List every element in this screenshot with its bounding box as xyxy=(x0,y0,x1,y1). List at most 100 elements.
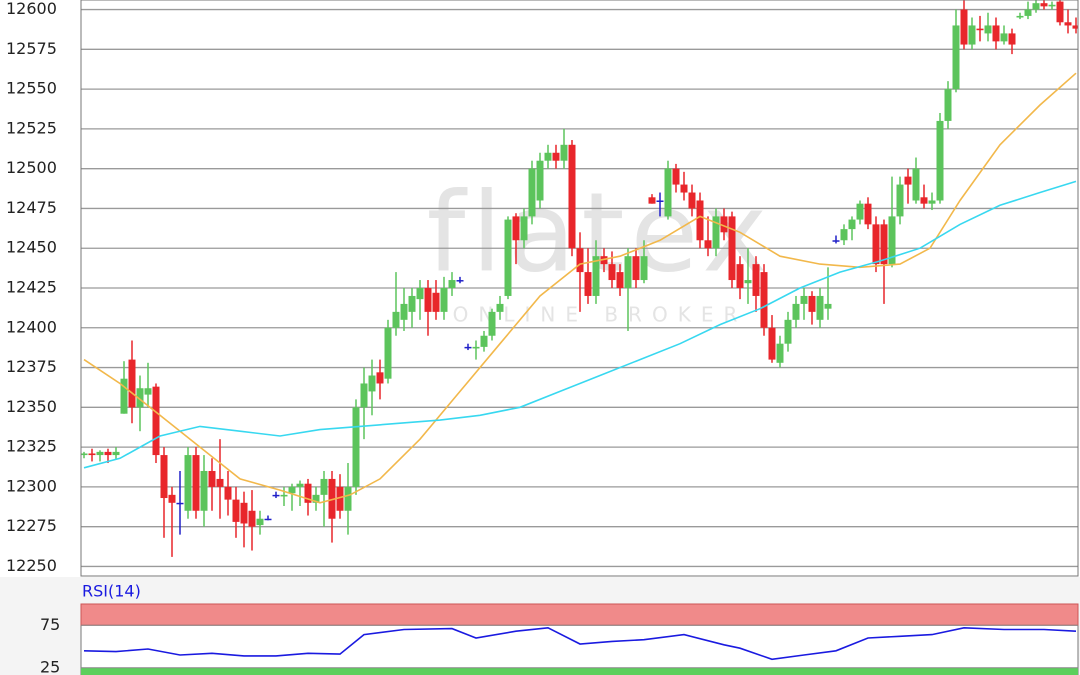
y-tick-label: 12500 xyxy=(6,158,57,177)
y-tick-label: 25 xyxy=(40,657,60,675)
candle-body xyxy=(232,499,240,522)
candle-body xyxy=(336,486,344,511)
candle-body xyxy=(1064,22,1072,26)
candle-body xyxy=(832,240,840,242)
candle-body xyxy=(432,292,440,312)
candle-body xyxy=(512,216,520,241)
candle-body xyxy=(800,295,808,304)
moving-average xyxy=(83,72,1077,504)
candle-body xyxy=(320,478,328,495)
plot-border xyxy=(80,0,1079,577)
candle-body xyxy=(304,483,312,503)
candle-body xyxy=(752,264,760,296)
candle-body xyxy=(352,407,360,487)
candle-body xyxy=(616,272,624,288)
candle-body xyxy=(152,386,160,456)
y-tick-label: 12475 xyxy=(6,198,57,217)
y-tick-label: 12550 xyxy=(6,79,57,98)
candle-body xyxy=(400,303,408,320)
candle-body xyxy=(104,451,112,456)
candle-body xyxy=(624,256,632,288)
candle-body xyxy=(648,197,656,204)
candle-body xyxy=(128,359,136,408)
candle-body xyxy=(680,184,688,193)
overbought-band xyxy=(80,603,1079,626)
candle-body xyxy=(392,311,400,328)
main-plot: 12250 12275 12300 12325 12350 12375 12400 12425… xyxy=(6,0,1078,575)
y-tick-label: 12450 xyxy=(6,238,57,257)
candle-body xyxy=(256,518,264,526)
rsi-line xyxy=(83,626,1077,661)
candle-body xyxy=(1040,3,1048,7)
candle-body xyxy=(312,494,320,503)
y-tick-label: 12600 xyxy=(6,0,57,18)
candle-body xyxy=(1048,4,1056,7)
candle-body xyxy=(576,248,584,273)
candle-body xyxy=(672,168,680,185)
candle-body xyxy=(264,518,272,521)
candle-body xyxy=(288,486,296,494)
candle-body xyxy=(928,200,936,204)
candle-body xyxy=(544,152,552,161)
candle-body xyxy=(960,9,968,45)
candle-body xyxy=(296,483,304,487)
candle-body xyxy=(632,256,640,281)
y-tick-label: 12400 xyxy=(6,317,57,336)
candle-body xyxy=(440,288,448,312)
candle-body xyxy=(856,203,864,220)
candle-body xyxy=(88,453,96,456)
candle-body xyxy=(664,168,672,217)
oversold-band xyxy=(81,667,1078,675)
candle-body xyxy=(888,216,896,265)
candle-body xyxy=(704,240,712,249)
candle-body xyxy=(688,192,696,209)
candle-body xyxy=(952,25,960,90)
y-tick-label: 12250 xyxy=(6,556,57,575)
y-tick-label: 12525 xyxy=(6,118,57,137)
candle-body xyxy=(112,451,120,456)
indicator-title: RSI(14) xyxy=(82,582,141,601)
y-tick-label: 12300 xyxy=(6,476,57,495)
candle-body xyxy=(656,200,664,202)
candle-body xyxy=(496,303,504,312)
candle-body xyxy=(464,346,472,349)
candle-body xyxy=(120,378,128,414)
candle-body xyxy=(592,256,600,296)
candle-body xyxy=(192,455,200,511)
moving-average xyxy=(83,180,1077,469)
candle-body xyxy=(360,383,368,408)
candle-body xyxy=(384,327,392,379)
candle-body xyxy=(416,288,424,300)
candle-body xyxy=(936,120,944,201)
candle-body xyxy=(760,272,768,328)
candle-body xyxy=(480,335,488,347)
candle-body xyxy=(784,319,792,344)
candle-body xyxy=(568,144,576,249)
candle-body xyxy=(792,303,800,320)
y-tick-label: 12275 xyxy=(6,516,57,535)
candle-body xyxy=(184,455,192,511)
y-tick-label: 12425 xyxy=(6,278,57,297)
candle-body xyxy=(552,152,560,161)
candle-body xyxy=(224,486,232,500)
y-tick-label: 12325 xyxy=(6,437,57,456)
candle-body xyxy=(504,219,512,296)
candle-body xyxy=(368,375,376,392)
candle-body xyxy=(984,25,992,34)
candle-body xyxy=(744,280,752,284)
candle-body xyxy=(160,455,168,499)
candle-body xyxy=(280,494,288,497)
candle-body xyxy=(424,288,432,312)
candle-body xyxy=(912,168,920,201)
candle-body xyxy=(848,219,856,230)
candle-body xyxy=(1032,3,1040,10)
candle-body xyxy=(720,216,728,233)
candle-body xyxy=(992,25,1000,42)
candle-body xyxy=(840,229,848,241)
candle-body xyxy=(408,295,416,312)
y-tick-label: 12575 xyxy=(6,39,57,58)
candle-body xyxy=(536,160,544,201)
candle-body xyxy=(560,144,568,161)
